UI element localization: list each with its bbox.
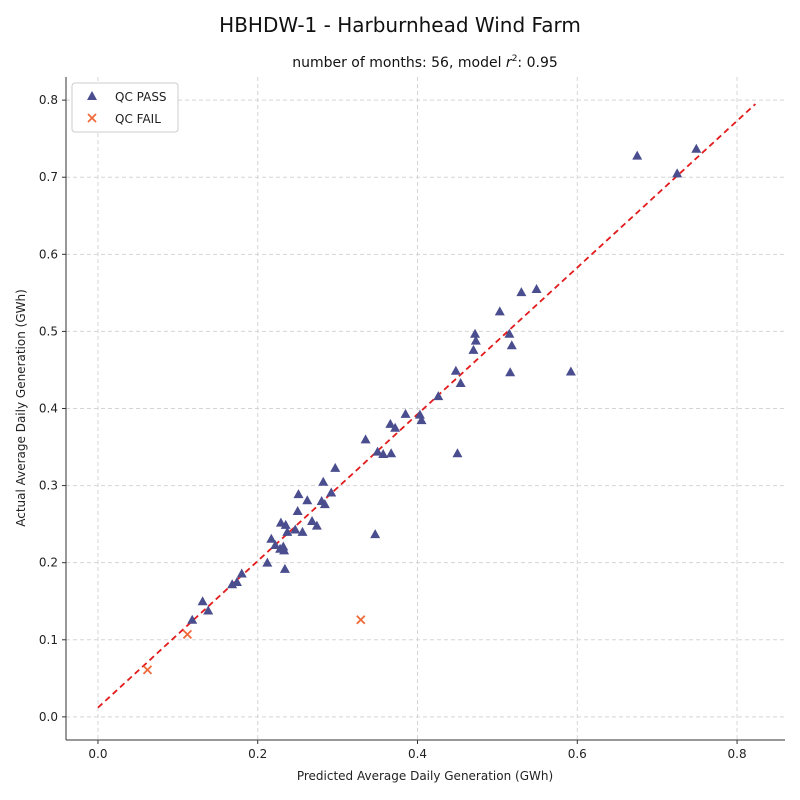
legend-triangle — [87, 91, 97, 100]
qc-pass-point — [433, 391, 444, 401]
qc-fail-stroke — [356, 615, 366, 625]
y-tick-label: 0.5 — [39, 324, 58, 338]
qc-pass-point — [468, 344, 479, 354]
qc-pass-point — [516, 287, 527, 297]
qc-fail-point — [142, 665, 153, 675]
qc-pass-point — [326, 487, 337, 497]
subtitle-r: r — [506, 55, 513, 71]
legend-qc-fail-marker — [87, 113, 97, 123]
qc-pass-point — [450, 365, 461, 375]
x-tick-label: 0.8 — [728, 747, 747, 761]
y-tick-label: 0.6 — [39, 247, 58, 261]
qc-pass-point — [311, 520, 322, 530]
qc-pass-point — [505, 367, 516, 377]
qc-pass-point — [470, 335, 481, 345]
qc-pass-point — [330, 462, 341, 472]
qc-pass-point — [470, 328, 481, 338]
y-tick-label: 0.0 — [39, 710, 58, 724]
qc-pass-point — [227, 579, 238, 589]
qc-pass-point — [455, 378, 466, 388]
qc-pass-point — [280, 519, 291, 529]
y-tick-label: 0.4 — [39, 402, 58, 416]
qc-pass-point — [318, 476, 329, 486]
x-tick-label: 0.6 — [568, 747, 587, 761]
subtitle-suffix: : 0.95 — [517, 55, 557, 71]
legend-qc-pass-label: QC PASS — [115, 90, 167, 104]
qc-pass-point — [266, 533, 277, 543]
qc-pass-point — [197, 596, 208, 606]
qc-pass-point — [531, 284, 542, 294]
x-tick-label: 0.2 — [248, 747, 267, 761]
legend-frame — [71, 82, 179, 133]
x-axis-label: Predicted Average Daily Generation (GWh) — [297, 769, 553, 783]
chart-title: HBHDW-1 - Harburnhead Wind Farm — [219, 13, 581, 37]
axes: 0.0 0.2 0.4 0.6 0.8 0.0 0.1 0.2 0.3 0.4 0.5 0.6 0.7 0… — [39, 77, 785, 761]
chart-subtitle: number of months: 56, model r2: 0.95 — [292, 54, 558, 71]
qc-pass-point — [203, 605, 214, 615]
qc-pass-point — [370, 529, 381, 539]
qc-pass-point — [270, 539, 281, 549]
subtitle-prefix: number of months: 56, model — [292, 55, 506, 71]
grid — [66, 77, 785, 740]
qc-pass-point — [236, 568, 247, 578]
qc-fail-point — [356, 615, 366, 625]
qc-pass-point — [378, 448, 389, 458]
fit-line-layer — [97, 103, 757, 709]
qc-pass-point — [452, 448, 463, 458]
qc-pass-point — [187, 614, 198, 624]
qc-pass-point — [319, 499, 330, 509]
y-tick-label: 0.1 — [39, 633, 58, 647]
qc-pass-point — [307, 516, 318, 526]
y-tick-label: 0.2 — [39, 556, 58, 570]
qc-pass-point — [278, 541, 289, 551]
qc-pass-point — [565, 366, 576, 376]
qc-pass-point — [385, 418, 396, 428]
qc-fail-stroke — [182, 629, 193, 640]
qc-pass-point — [390, 422, 401, 432]
qc-pass-point — [494, 306, 505, 316]
y-tick-label: 0.8 — [39, 93, 58, 107]
y-tick-label: 0.7 — [39, 170, 58, 184]
qc-pass-point — [302, 495, 313, 505]
x-tick-label: 0.0 — [88, 747, 107, 761]
qc-pass-point — [504, 328, 515, 338]
qc-fail-stroke — [87, 113, 97, 123]
qc-pass-point — [400, 408, 411, 418]
qc-pass-point — [360, 434, 371, 444]
qc-pass-point — [279, 563, 290, 573]
qc-pass-point — [672, 168, 683, 178]
y-tick-label: 0.3 — [39, 479, 58, 493]
subtitle-exp: 2 — [512, 54, 518, 64]
x-tick-label: 0.4 — [408, 747, 427, 761]
qc-pass-point — [279, 545, 290, 555]
legend-cross — [87, 113, 97, 123]
qc-pass-point — [262, 557, 273, 567]
qc-pass-point — [506, 340, 517, 350]
qc-pass-point — [691, 143, 702, 153]
qc-pass-point — [292, 506, 303, 516]
qc-pass-point — [293, 489, 304, 499]
qc-pass-point — [282, 526, 293, 536]
qc-pass-point — [414, 409, 425, 419]
qc-fail-point — [182, 629, 193, 640]
qc-pass-point — [386, 448, 397, 458]
legend: QC PASS QC FAIL — [71, 82, 179, 133]
legend-qc-pass-marker — [87, 91, 97, 100]
qc-pass-point — [372, 446, 383, 456]
data-points — [142, 143, 702, 675]
legend-qc-fail-label: QC FAIL — [115, 112, 161, 126]
y-axis-label: Actual Average Daily Generation (GWh) — [14, 289, 28, 527]
qc-pass-point — [416, 415, 427, 425]
qc-pass-point — [231, 576, 242, 586]
qc-pass-point — [290, 524, 301, 534]
fit-line — [97, 103, 757, 709]
qc-fail-stroke — [142, 665, 153, 675]
qc-pass-point — [297, 526, 308, 536]
qc-pass-point — [632, 150, 643, 160]
